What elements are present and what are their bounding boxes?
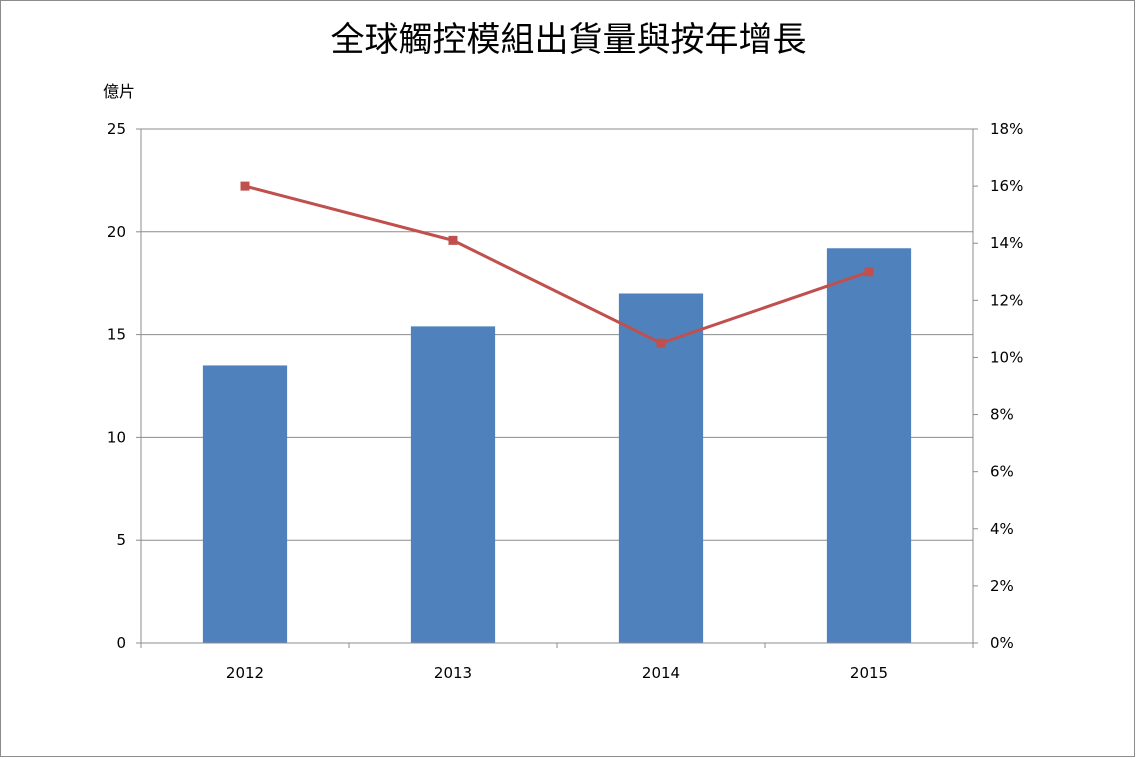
right-axis-tick-label: 6% <box>990 463 1014 481</box>
right-axis-tick-label: 8% <box>990 406 1014 424</box>
bar <box>202 365 288 643</box>
right-axis-tick-label: 14% <box>990 234 1023 252</box>
right-axis-tick-label: 12% <box>990 291 1023 309</box>
axes <box>136 128 978 648</box>
line-point-marker <box>240 181 250 191</box>
bar-series <box>202 248 912 644</box>
y-axis-unit-label: 億片 <box>103 82 136 101</box>
bar <box>410 326 496 643</box>
right-axis-tick-label: 18% <box>990 120 1023 138</box>
bar <box>618 293 704 643</box>
chart-title: 全球觸控模組出貨量與按年增長 <box>330 20 807 60</box>
right-axis-tick-label: 4% <box>990 520 1014 538</box>
line-point-marker <box>656 338 666 348</box>
right-axis-tick-label: 0% <box>990 634 1014 652</box>
right-axis-tick-label: 10% <box>990 348 1023 366</box>
left-axis-tick-label: 10 <box>107 428 126 446</box>
right-axis-tick-label: 16% <box>990 177 1023 195</box>
left-axis-tick-label: 5 <box>116 531 126 549</box>
bar <box>826 248 912 644</box>
x-axis-tick-label: 2015 <box>850 664 888 682</box>
left-axis-tick-label: 0 <box>116 634 126 652</box>
growth-line <box>244 184 870 345</box>
left-axis-tick-label: 20 <box>107 223 126 241</box>
left-axis-tick-label: 15 <box>107 326 126 344</box>
growth-line-series <box>240 181 874 348</box>
tick-labels: 0 5 10 15 20 25 0% 2% 4% 6% 8% 10% 12% 14% 16% 18% 2012 2… <box>107 120 1023 682</box>
line-point-marker <box>864 267 874 277</box>
x-axis-tick-label: 2013 <box>434 664 472 682</box>
left-axis-tick-label: 25 <box>107 120 126 138</box>
right-axis-tick-label: 2% <box>990 577 1014 595</box>
x-axis-tick-label: 2012 <box>226 664 264 682</box>
line-point-marker <box>448 235 458 245</box>
x-axis-tick-label: 2014 <box>642 664 680 682</box>
